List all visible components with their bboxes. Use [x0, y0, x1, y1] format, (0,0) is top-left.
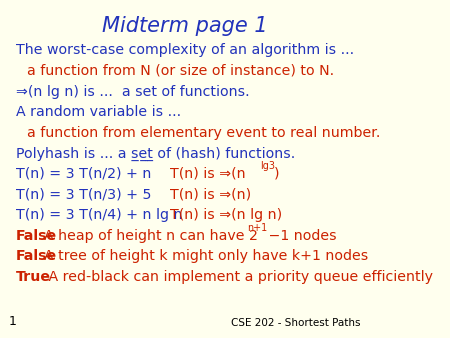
Text: True: True: [16, 270, 51, 284]
Text: a function from elementary event to real number.: a function from elementary event to real…: [27, 126, 380, 140]
Text: ⇒(n lg n) is ...  a set of functions.: ⇒(n lg n) is ... a set of functions.: [16, 84, 250, 98]
Text: n+1: n+1: [247, 223, 267, 233]
Text: T(n) is ⇒(n: T(n) is ⇒(n: [170, 167, 246, 181]
Text: T(n) is ⇒(n lg n): T(n) is ⇒(n lg n): [170, 208, 282, 222]
Text: A heap of height n can have 2: A heap of height n can have 2: [44, 229, 257, 243]
Text: A tree of height k might only have k+1 nodes: A tree of height k might only have k+1 n…: [44, 249, 368, 263]
Text: T(n) is ⇒(n): T(n) is ⇒(n): [170, 188, 251, 201]
Text: T(n) = 3 T(n/3) + 5: T(n) = 3 T(n/3) + 5: [16, 188, 152, 201]
Text: False: False: [16, 229, 57, 243]
Text: T(n) = 3 T(n/2) + n: T(n) = 3 T(n/2) + n: [16, 167, 152, 181]
Text: The worst-case complexity of an algorithm is ...: The worst-case complexity of an algorith…: [16, 43, 354, 57]
Text: −1 nodes: −1 nodes: [264, 229, 336, 243]
Text: Polyhash is ... a s̲e̲t̲ of (hash) functions.: Polyhash is ... a s̲e̲t̲ of (hash) funct…: [16, 146, 295, 161]
Text: CSE 202 - Shortest Paths: CSE 202 - Shortest Paths: [231, 318, 361, 328]
Text: a function from N (or size of instance) to N.: a function from N (or size of instance) …: [27, 64, 334, 78]
Text: ): ): [274, 167, 279, 181]
Text: A random variable is ...: A random variable is ...: [16, 105, 181, 119]
Text: T(n) = 3 T(n/4) + n lg n: T(n) = 3 T(n/4) + n lg n: [16, 208, 183, 222]
Text: lg3: lg3: [260, 161, 275, 171]
Text: 1: 1: [9, 315, 17, 328]
Text: False: False: [16, 249, 57, 263]
Text: A red-black can implement a priority queue efficiently: A red-black can implement a priority que…: [44, 270, 432, 284]
Text: Midterm page 1: Midterm page 1: [102, 17, 268, 37]
